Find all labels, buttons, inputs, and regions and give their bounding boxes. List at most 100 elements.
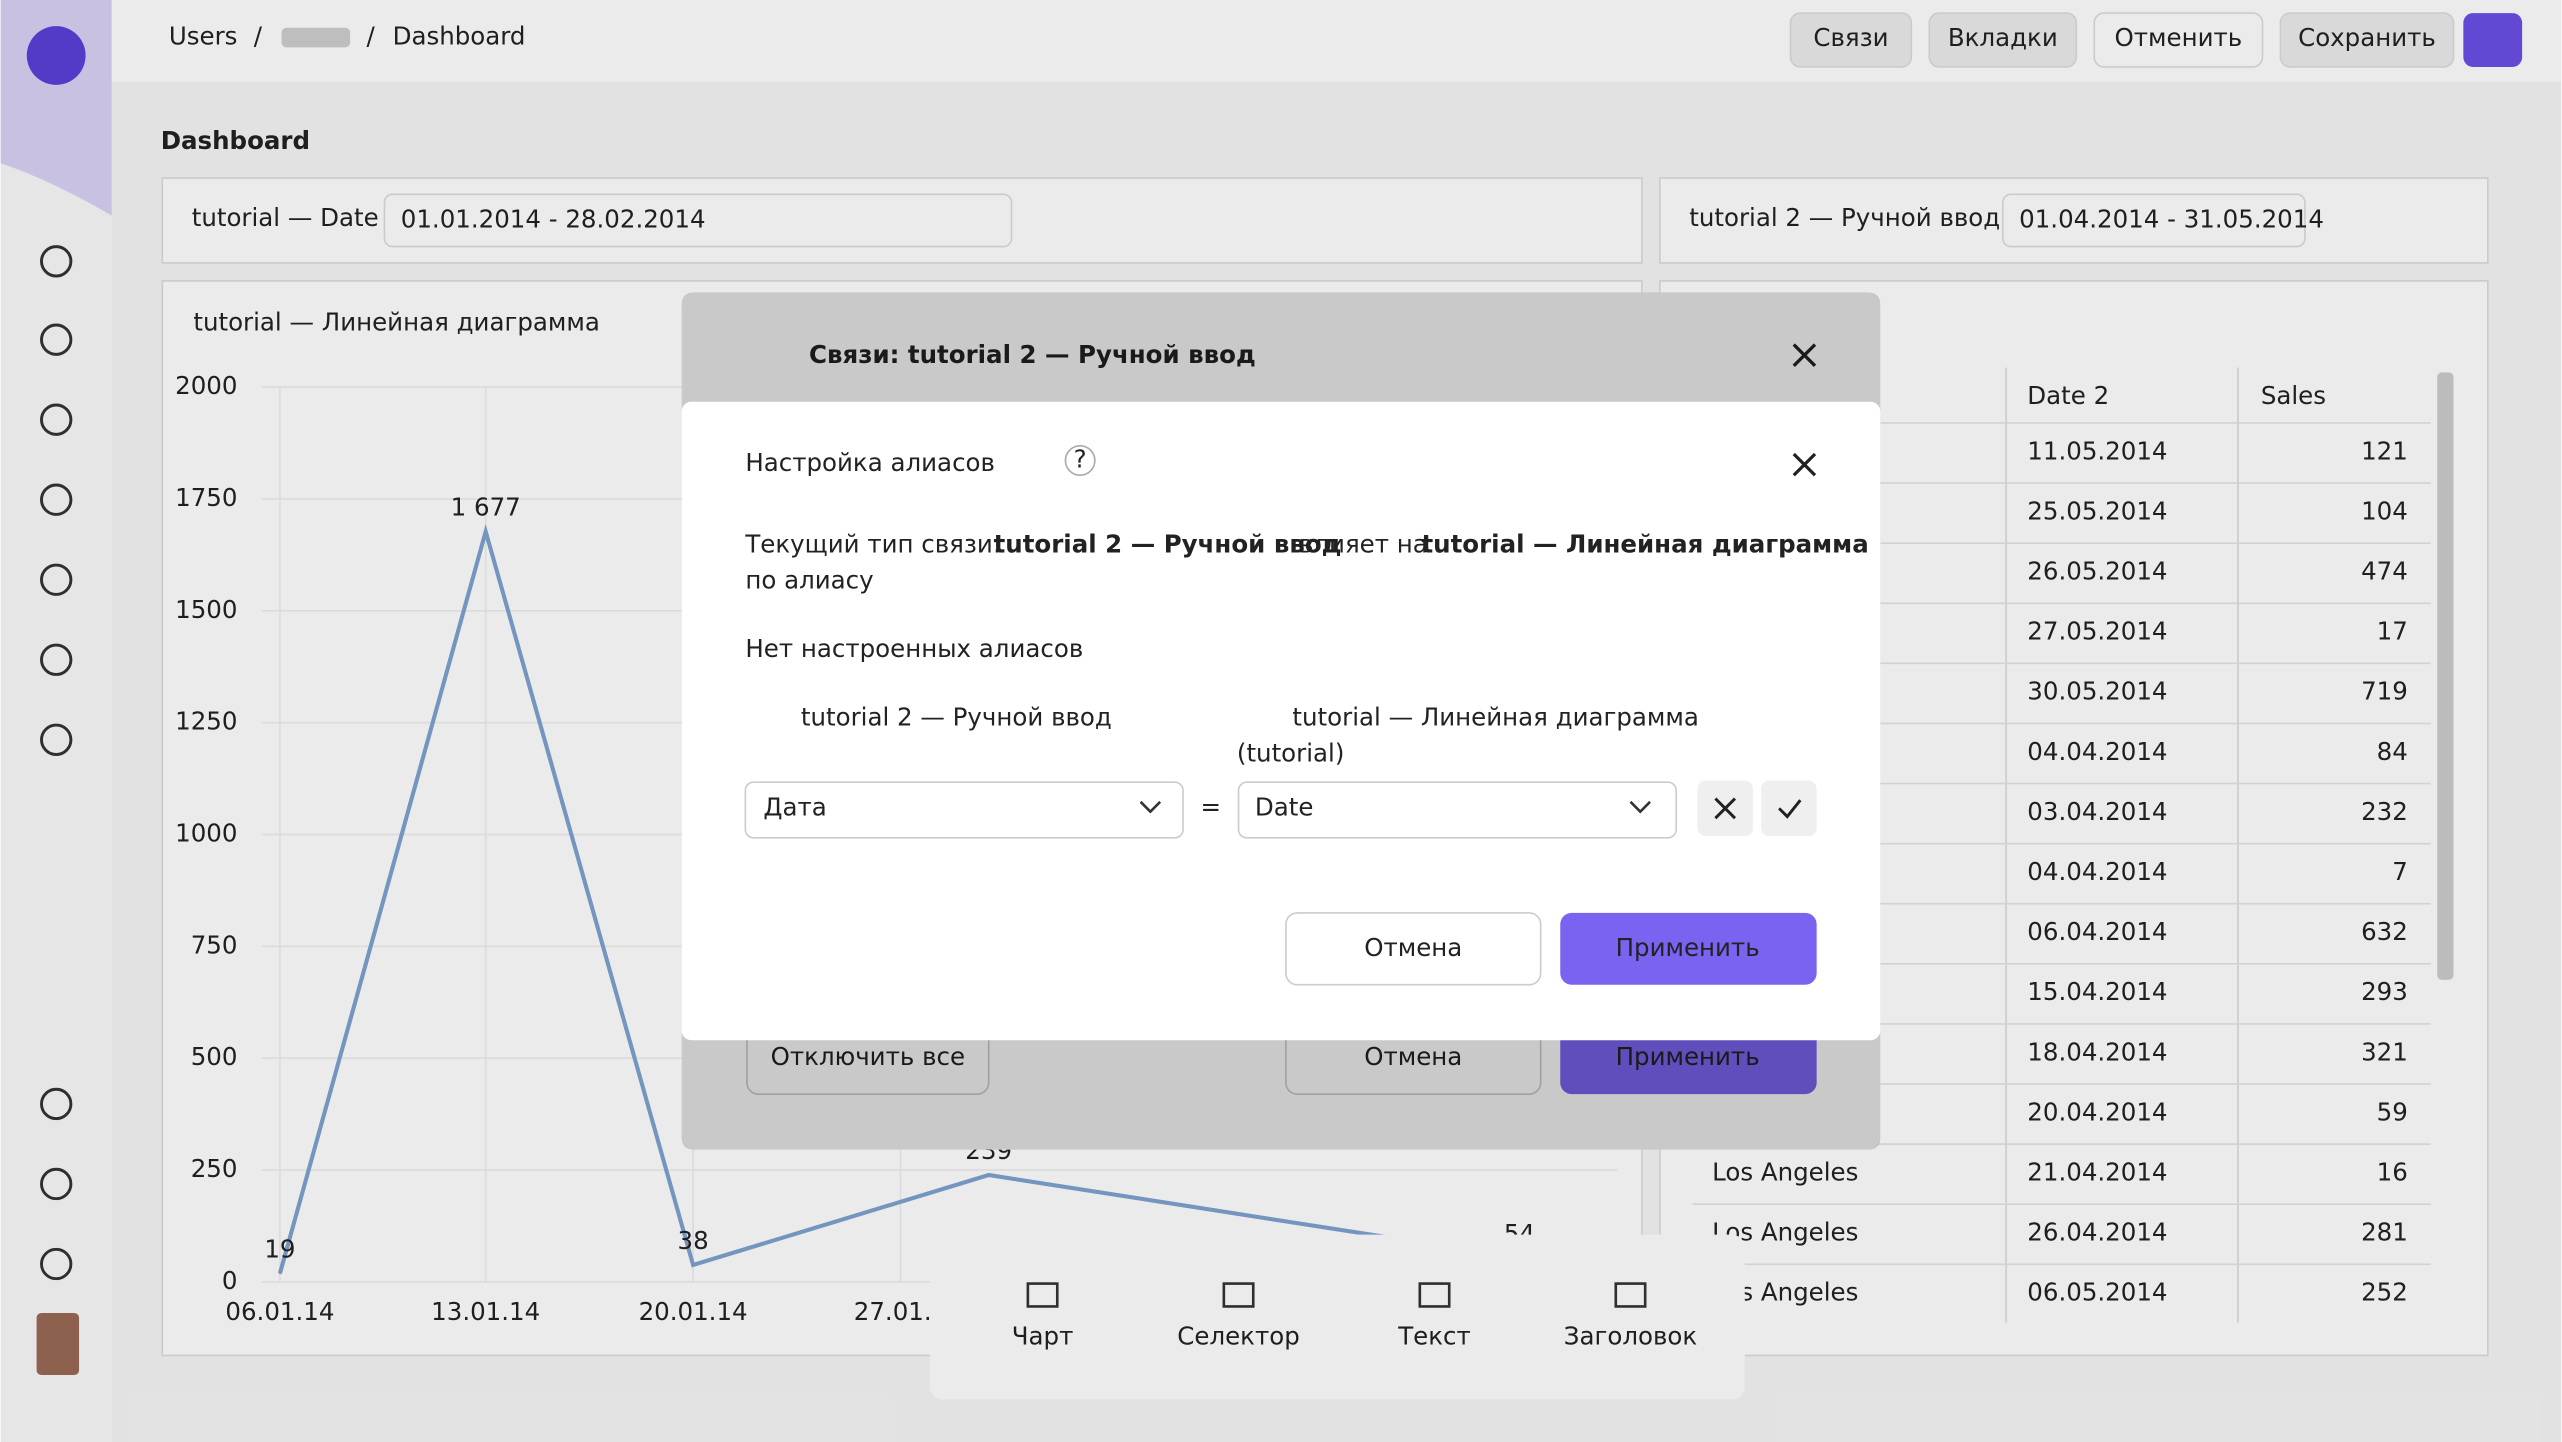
button-label: Применить	[1616, 1042, 1760, 1071]
header-button[interactable]	[2279, 12, 2455, 68]
breadcrumb[interactable]: Users	[169, 22, 238, 51]
header-button[interactable]	[2093, 12, 2264, 68]
nav-icon[interactable]	[40, 323, 73, 356]
select[interactable]	[744, 781, 1184, 839]
help-text: ?	[1074, 445, 1087, 474]
nav-icon[interactable]	[40, 245, 73, 278]
nav-icon[interactable]	[40, 403, 73, 436]
selector-input[interactable]	[2002, 193, 2306, 248]
cell: 06.05.2014	[2027, 1278, 2167, 1307]
cell: 104	[2361, 496, 2408, 525]
select-value: Date	[1255, 792, 1314, 821]
cell: 20.04.2014	[2027, 1097, 2167, 1126]
point	[484, 530, 487, 533]
links-dialog-title: Связи: tutorial 2 — Ручной ввод	[809, 340, 1256, 369]
cell: 17	[2377, 617, 2408, 646]
cell: 11.05.2014	[2027, 436, 2167, 465]
button-label: Отмена	[1364, 1042, 1462, 1071]
page-title: Dashboard	[161, 126, 310, 155]
y-tick-label: 1750	[175, 483, 237, 512]
y-tick-label: 2000	[175, 371, 237, 400]
toolbar-item[interactable]: Чарт	[1012, 1321, 1074, 1350]
button[interactable]	[1560, 912, 1817, 985]
cell: 06.04.2014	[2027, 917, 2167, 946]
close[interactable]	[1792, 452, 1817, 477]
menu-button[interactable]	[2463, 13, 2523, 67]
cell: 26.05.2014	[2027, 557, 2167, 586]
logo	[26, 26, 86, 85]
toolbar-item[interactable]: Текст	[1397, 1321, 1471, 1350]
cell: 719	[2361, 677, 2408, 706]
cell: 632	[2361, 917, 2408, 946]
nav-icon[interactable]	[40, 1087, 73, 1121]
icon-button[interactable]	[1761, 780, 1817, 837]
chevron	[1629, 800, 1651, 814]
button[interactable]	[1285, 912, 1542, 986]
y-tick-label: 0	[222, 1266, 238, 1295]
data-label: 1 677	[451, 493, 521, 522]
check	[1778, 799, 1802, 819]
header-button[interactable]	[1928, 12, 2078, 68]
scrollbar	[2437, 372, 2454, 980]
description: по алиасу	[745, 565, 873, 594]
cell: 84	[2377, 737, 2408, 766]
x-tick-label: 20.01.14	[639, 1297, 748, 1326]
avatar	[36, 1312, 80, 1376]
close[interactable]	[1792, 343, 1817, 367]
cell: 18.04.2014	[2027, 1037, 2167, 1066]
button-label: Отключить все	[771, 1042, 965, 1071]
cell: 04.04.2014	[2027, 737, 2167, 766]
source: tutorial 2 — Ручной ввод	[801, 703, 1112, 732]
cell: 04.04.2014	[2027, 857, 2167, 886]
chart-title: tutorial — Линейная диаграмма	[193, 307, 599, 336]
selector-label: tutorial — Date	[192, 203, 379, 232]
empty-text: Нет настроенных алиасов	[745, 634, 1083, 663]
equals: =	[1201, 792, 1222, 821]
y-tick-label: 1250	[175, 707, 237, 736]
description: влияет на	[1299, 529, 1428, 558]
description: tutorial 2 — Ручной ввод	[994, 529, 1342, 558]
nav-icon[interactable]	[40, 563, 73, 596]
cell: 25.05.2014	[2027, 496, 2167, 525]
y-tick-label: 1500	[175, 595, 237, 624]
breadcrumb: Dashboard	[393, 22, 526, 51]
header-button-label: Сохранить	[2298, 23, 2436, 52]
help-icon	[1064, 445, 1096, 477]
selector-label: tutorial 2 — Ручной ввод	[1689, 203, 2000, 232]
separator: /	[254, 22, 263, 51]
header-button[interactable]	[1789, 12, 1913, 68]
toolbar	[929, 1234, 1745, 1400]
nav-icon[interactable]	[40, 1247, 73, 1281]
cell: 59	[2377, 1097, 2408, 1126]
select[interactable]	[1237, 781, 1678, 839]
cell: 232	[2361, 797, 2408, 826]
selector-input[interactable]	[383, 193, 1013, 248]
nav-icon[interactable]	[40, 723, 73, 756]
cell: 27.05.2014	[2027, 617, 2167, 646]
header-button-label: Связи	[1813, 23, 1888, 52]
chevron	[1139, 800, 1162, 814]
cell: 21.04.2014	[2027, 1158, 2167, 1187]
data-label: 38	[678, 1226, 709, 1255]
selector-value: 01.04.2014 - 31.05.2014	[2019, 204, 2324, 233]
toolbar-item[interactable]: Заголовок	[1564, 1321, 1697, 1350]
data-label: 19	[264, 1235, 295, 1264]
button-label: Отмена	[1364, 933, 1462, 962]
alias-title: Настройка алиасов	[745, 448, 995, 477]
toolbar-item[interactable]: Селектор	[1177, 1321, 1299, 1350]
toolbar-icon	[1614, 1282, 1647, 1308]
x-tick-label: 06.01.14	[225, 1297, 334, 1326]
nav-icon[interactable]	[40, 483, 73, 516]
cell: 293	[2361, 977, 2408, 1006]
select-value: Дата	[763, 792, 826, 821]
point	[692, 1264, 694, 1266]
cell: 252	[2361, 1278, 2408, 1307]
toolbar-icon	[1222, 1282, 1255, 1308]
nav-icon[interactable]	[40, 643, 73, 676]
description: Текущий тип связи:	[744, 529, 1001, 558]
target-dataset: (tutorial)	[1237, 738, 1344, 767]
cell: 281	[2361, 1218, 2408, 1247]
cell: 121	[2361, 436, 2408, 465]
nav-icon[interactable]	[40, 1167, 73, 1201]
